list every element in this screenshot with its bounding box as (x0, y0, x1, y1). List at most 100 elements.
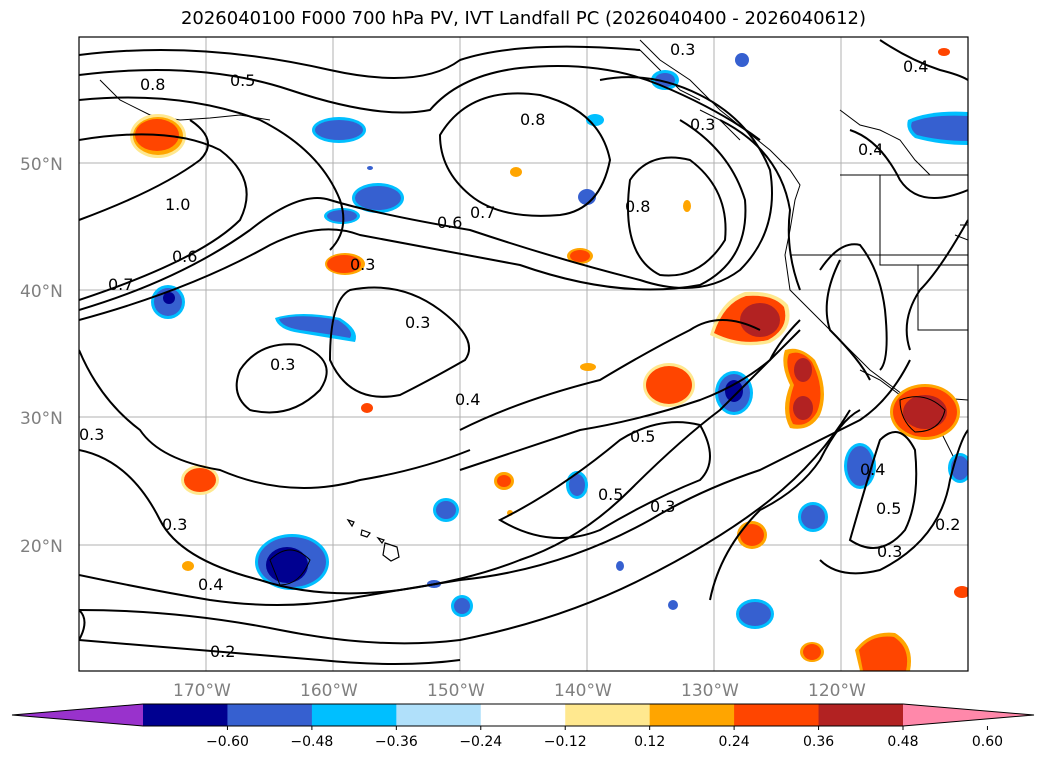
contour-label: 0.4 (858, 140, 883, 159)
positive-anomaly (580, 363, 596, 371)
colorbar-segment (396, 704, 482, 726)
positive-anomaly (494, 472, 514, 490)
lat-label: 50°N (20, 155, 63, 175)
contour-label: 0.4 (455, 390, 480, 409)
map-frame (78, 36, 969, 672)
colorbar-tick-label: −0.48 (290, 734, 333, 750)
contour-label: 0.3 (162, 515, 187, 534)
positive-anomaly (510, 167, 522, 177)
contour-label: 0.3 (79, 425, 104, 444)
positive-anomaly (361, 403, 373, 413)
contour-label: 0.7 (108, 275, 133, 294)
positive-anomaly (683, 200, 691, 212)
positive-anomaly (181, 465, 219, 495)
contour-label: 0.6 (437, 213, 462, 232)
contour-label: 0.4 (860, 460, 885, 479)
lon-label: 170°W (173, 681, 231, 701)
positive-anomaly (938, 48, 950, 56)
positive-anomaly (710, 291, 790, 346)
lat-labels: 50°N 40°N 30°N 20°N (20, 155, 63, 557)
negative-anomaly (566, 471, 588, 499)
map-title: 2026040100 F000 700 hPa PV, IVT Landfall… (180, 8, 867, 29)
negative-anomaly (668, 600, 678, 610)
negative-anomaly (433, 498, 459, 522)
colorbar-segment (565, 704, 651, 726)
gridlines (79, 37, 968, 671)
contour-label-group: 0.8 0.5 1.0 0.6 0.7 0.3 0.3 0.3 0.4 0.5 … (79, 40, 960, 661)
contour-label: 0.5 (630, 427, 655, 446)
contour-label: 0.5 (876, 499, 901, 518)
negative-anomaly (736, 599, 774, 629)
pv-contours (79, 39, 968, 665)
lat-label: 20°N (20, 537, 63, 557)
contour-label: 0.3 (670, 40, 695, 59)
colorbar-tick-label: 0.48 (887, 734, 918, 750)
negative-anomaly (312, 117, 366, 143)
contour-label: 0.3 (270, 355, 295, 374)
contour-label: 0.5 (598, 485, 623, 504)
negative-anomaly (352, 183, 404, 213)
lon-labels: 170°W 160°W 150°W 140°W 130°W 120°W (173, 681, 866, 701)
lon-label: 120°W (808, 681, 866, 701)
contour-label: 0.4 (903, 57, 928, 76)
negative-anomaly (735, 53, 749, 67)
positive-anomaly (737, 521, 767, 549)
positive-anomaly (954, 586, 968, 598)
contour-label: 0.7 (470, 203, 495, 222)
colorbar-tick-label: 0.60 (972, 734, 1003, 750)
colorbar-tick-label: −0.12 (544, 734, 587, 750)
colorbar-segment (311, 704, 397, 726)
contour-label: 0.8 (625, 197, 650, 216)
pc-positive-fields (130, 48, 968, 671)
hawaii-islands (346, 518, 400, 562)
positive-anomaly (643, 363, 695, 407)
contour-label: 0.3 (877, 542, 902, 561)
colorbar-tick-label: 0.24 (719, 734, 750, 750)
colorbar-segment (143, 704, 228, 726)
positive-anomaly (130, 114, 186, 158)
negative-anomaly (324, 208, 360, 224)
negative-anomaly (616, 561, 624, 571)
contour-label: 0.8 (140, 75, 165, 94)
colorbar-segment (649, 704, 735, 726)
lat-label: 30°N (20, 409, 63, 429)
lat-label: 40°N (20, 282, 63, 302)
lon-label: 160°W (300, 681, 358, 701)
lon-label: 140°W (554, 681, 612, 701)
contour-label: 0.3 (650, 497, 675, 516)
lon-label: 150°W (427, 681, 485, 701)
contour-label: 1.0 (165, 195, 190, 214)
map-background (79, 37, 968, 671)
negative-anomaly (798, 502, 828, 532)
contour-label: 0.8 (520, 110, 545, 129)
negative-anomaly (255, 534, 329, 590)
negative-anomaly (907, 111, 968, 145)
colorbar-extend-low (12, 704, 143, 726)
contour-label: 0.2 (210, 642, 235, 661)
colorbar-tick-label: 0.36 (803, 734, 834, 750)
contour-label: 0.2 (935, 515, 960, 534)
positive-anomaly (325, 253, 365, 275)
negative-anomaly (715, 371, 753, 415)
positive-anomaly (855, 632, 911, 671)
colorbar-tick-label: −0.36 (375, 734, 418, 750)
contour-label: 0.3 (405, 313, 430, 332)
colorbar: −0.60 −0.48 −0.36 −0.24 −0.12 0.12 0.24 0.36 0.4… (11, 703, 1035, 750)
colorbar-segment (734, 704, 820, 726)
positive-anomaly (783, 348, 824, 429)
positive-anomaly (182, 561, 194, 571)
colorbar-segment (227, 704, 313, 726)
contour-label: 0.4 (198, 575, 223, 594)
contour-label: 0.5 (230, 71, 255, 90)
lon-label: 130°W (681, 681, 739, 701)
colorbar-extend-high (903, 704, 1034, 726)
pc-contour-outlines (269, 396, 946, 586)
negative-anomaly (151, 285, 185, 319)
positive-anomaly (890, 384, 960, 440)
negative-anomaly (367, 166, 373, 170)
contour-label: 0.3 (690, 115, 715, 134)
negative-anomaly (451, 595, 473, 617)
colorbar-segment (818, 704, 904, 726)
colorbar-tick-label: 0.12 (634, 734, 665, 750)
contour-label: 0.3 (350, 255, 375, 274)
